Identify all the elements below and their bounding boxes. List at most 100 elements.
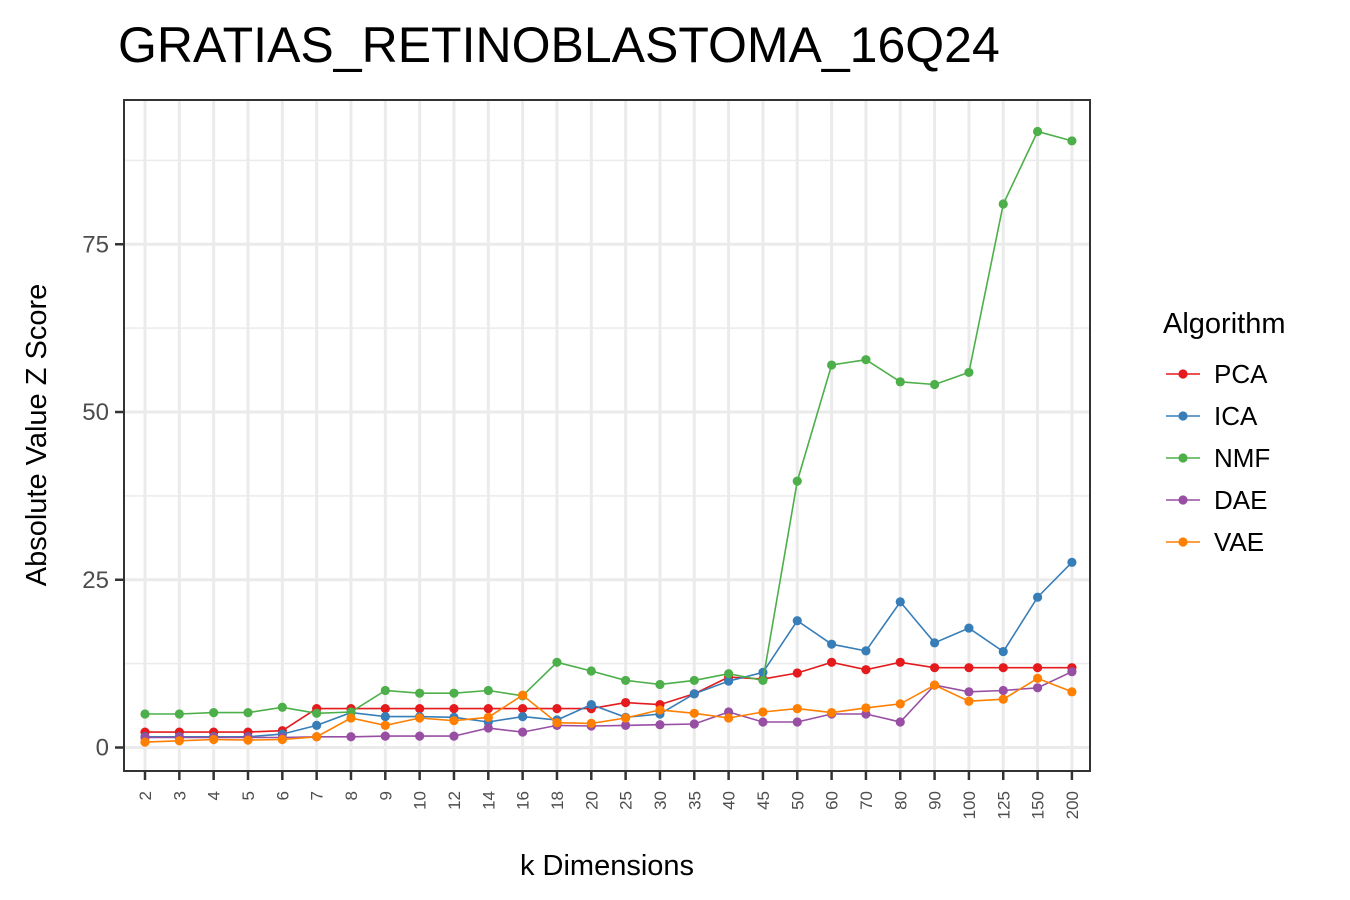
data-point bbox=[998, 685, 1008, 696]
data-point bbox=[312, 720, 322, 730]
data-point bbox=[895, 699, 905, 709]
data-point bbox=[380, 731, 390, 741]
x-tick-label: 4 bbox=[205, 791, 224, 800]
data-point bbox=[449, 731, 459, 741]
data-point bbox=[140, 709, 150, 719]
data-point bbox=[724, 669, 734, 679]
data-point bbox=[243, 708, 253, 718]
data-point bbox=[655, 705, 665, 715]
data-point bbox=[724, 676, 734, 686]
data-point bbox=[621, 697, 631, 708]
data-point bbox=[380, 720, 390, 730]
x-tick-label: 7 bbox=[308, 791, 327, 800]
data-point bbox=[483, 712, 493, 722]
data-point bbox=[346, 732, 356, 742]
data-point bbox=[1032, 673, 1043, 684]
legend-item-dae: DAE bbox=[1166, 485, 1267, 515]
y-axis: 0 25 50 75 bbox=[82, 231, 124, 762]
data-point bbox=[415, 688, 425, 698]
series-vae bbox=[140, 673, 1077, 747]
data-point bbox=[552, 718, 562, 728]
data-point bbox=[243, 735, 253, 745]
x-tick-label: 14 bbox=[479, 791, 498, 810]
x-tick-label: 125 bbox=[994, 791, 1013, 819]
legend-marker bbox=[1178, 411, 1188, 421]
data-point bbox=[380, 712, 390, 722]
data-point bbox=[998, 694, 1008, 704]
data-point bbox=[209, 708, 219, 718]
data-point bbox=[518, 727, 528, 737]
x-tick-label: 9 bbox=[376, 791, 395, 800]
data-point bbox=[964, 367, 974, 378]
legend-marker bbox=[1178, 369, 1188, 379]
data-point bbox=[174, 736, 184, 746]
chart-title: GRATIAS_RETINOBLASTOMA_16Q24 bbox=[118, 17, 1000, 73]
data-point bbox=[209, 734, 219, 745]
data-point bbox=[1032, 126, 1043, 137]
data-point bbox=[277, 734, 287, 745]
y-tick-label: 25 bbox=[82, 567, 109, 594]
data-point bbox=[964, 623, 974, 633]
data-point bbox=[449, 688, 459, 698]
legend-title: Algorithm bbox=[1163, 308, 1286, 340]
series-layer bbox=[140, 126, 1077, 747]
data-point bbox=[964, 687, 974, 697]
data-point bbox=[346, 713, 356, 723]
data-point bbox=[758, 717, 768, 727]
data-point bbox=[998, 199, 1008, 209]
data-point bbox=[380, 703, 390, 714]
data-point bbox=[1032, 592, 1043, 602]
data-point bbox=[895, 377, 905, 387]
series-line bbox=[145, 661, 1072, 733]
data-point bbox=[827, 657, 837, 667]
grid bbox=[124, 100, 1090, 771]
x-tick-label: 100 bbox=[960, 791, 979, 819]
data-point bbox=[586, 666, 596, 676]
data-point bbox=[552, 703, 562, 714]
data-point bbox=[621, 720, 631, 730]
data-point bbox=[861, 703, 871, 713]
x-tick-label: 8 bbox=[342, 791, 361, 800]
x-tick-label: 30 bbox=[651, 791, 670, 810]
data-point bbox=[483, 703, 493, 714]
data-point bbox=[998, 663, 1008, 673]
data-point bbox=[792, 703, 802, 714]
x-tick-label: 20 bbox=[582, 791, 601, 810]
legend: Algorithm PCA ICA NMF DAE VAE bbox=[1163, 308, 1286, 557]
legend-label: NMF bbox=[1214, 443, 1270, 473]
data-point bbox=[895, 597, 905, 607]
x-tick-label: 10 bbox=[411, 791, 430, 810]
x-tick-label: 50 bbox=[788, 791, 807, 810]
data-point bbox=[689, 719, 699, 729]
data-point bbox=[827, 708, 837, 718]
data-point bbox=[929, 663, 940, 673]
data-point bbox=[895, 657, 905, 667]
data-point bbox=[140, 737, 150, 747]
data-point bbox=[586, 699, 596, 710]
x-tick-label: 18 bbox=[548, 791, 567, 810]
series-line bbox=[145, 561, 1073, 738]
data-point bbox=[518, 712, 528, 722]
data-point bbox=[415, 713, 425, 723]
legend-marker bbox=[1178, 495, 1188, 505]
y-tick-label: 0 bbox=[96, 735, 109, 762]
data-point bbox=[895, 717, 905, 727]
data-point bbox=[415, 703, 425, 714]
legend-marker bbox=[1178, 453, 1188, 463]
x-tick-label: 6 bbox=[273, 791, 292, 800]
data-point bbox=[792, 476, 802, 486]
x-tick-label: 2 bbox=[136, 791, 155, 800]
data-point bbox=[929, 680, 940, 690]
data-point bbox=[621, 713, 631, 723]
x-tick-label: 150 bbox=[1029, 791, 1048, 819]
x-tick-label: 35 bbox=[685, 791, 704, 810]
data-point bbox=[724, 713, 734, 723]
x-tick-label: 5 bbox=[239, 791, 258, 800]
data-point bbox=[312, 708, 322, 718]
data-point bbox=[861, 665, 871, 675]
data-point bbox=[827, 639, 837, 649]
data-point bbox=[689, 689, 699, 699]
data-point bbox=[1067, 136, 1077, 146]
legend-label: DAE bbox=[1214, 485, 1267, 515]
data-point bbox=[1067, 667, 1077, 677]
